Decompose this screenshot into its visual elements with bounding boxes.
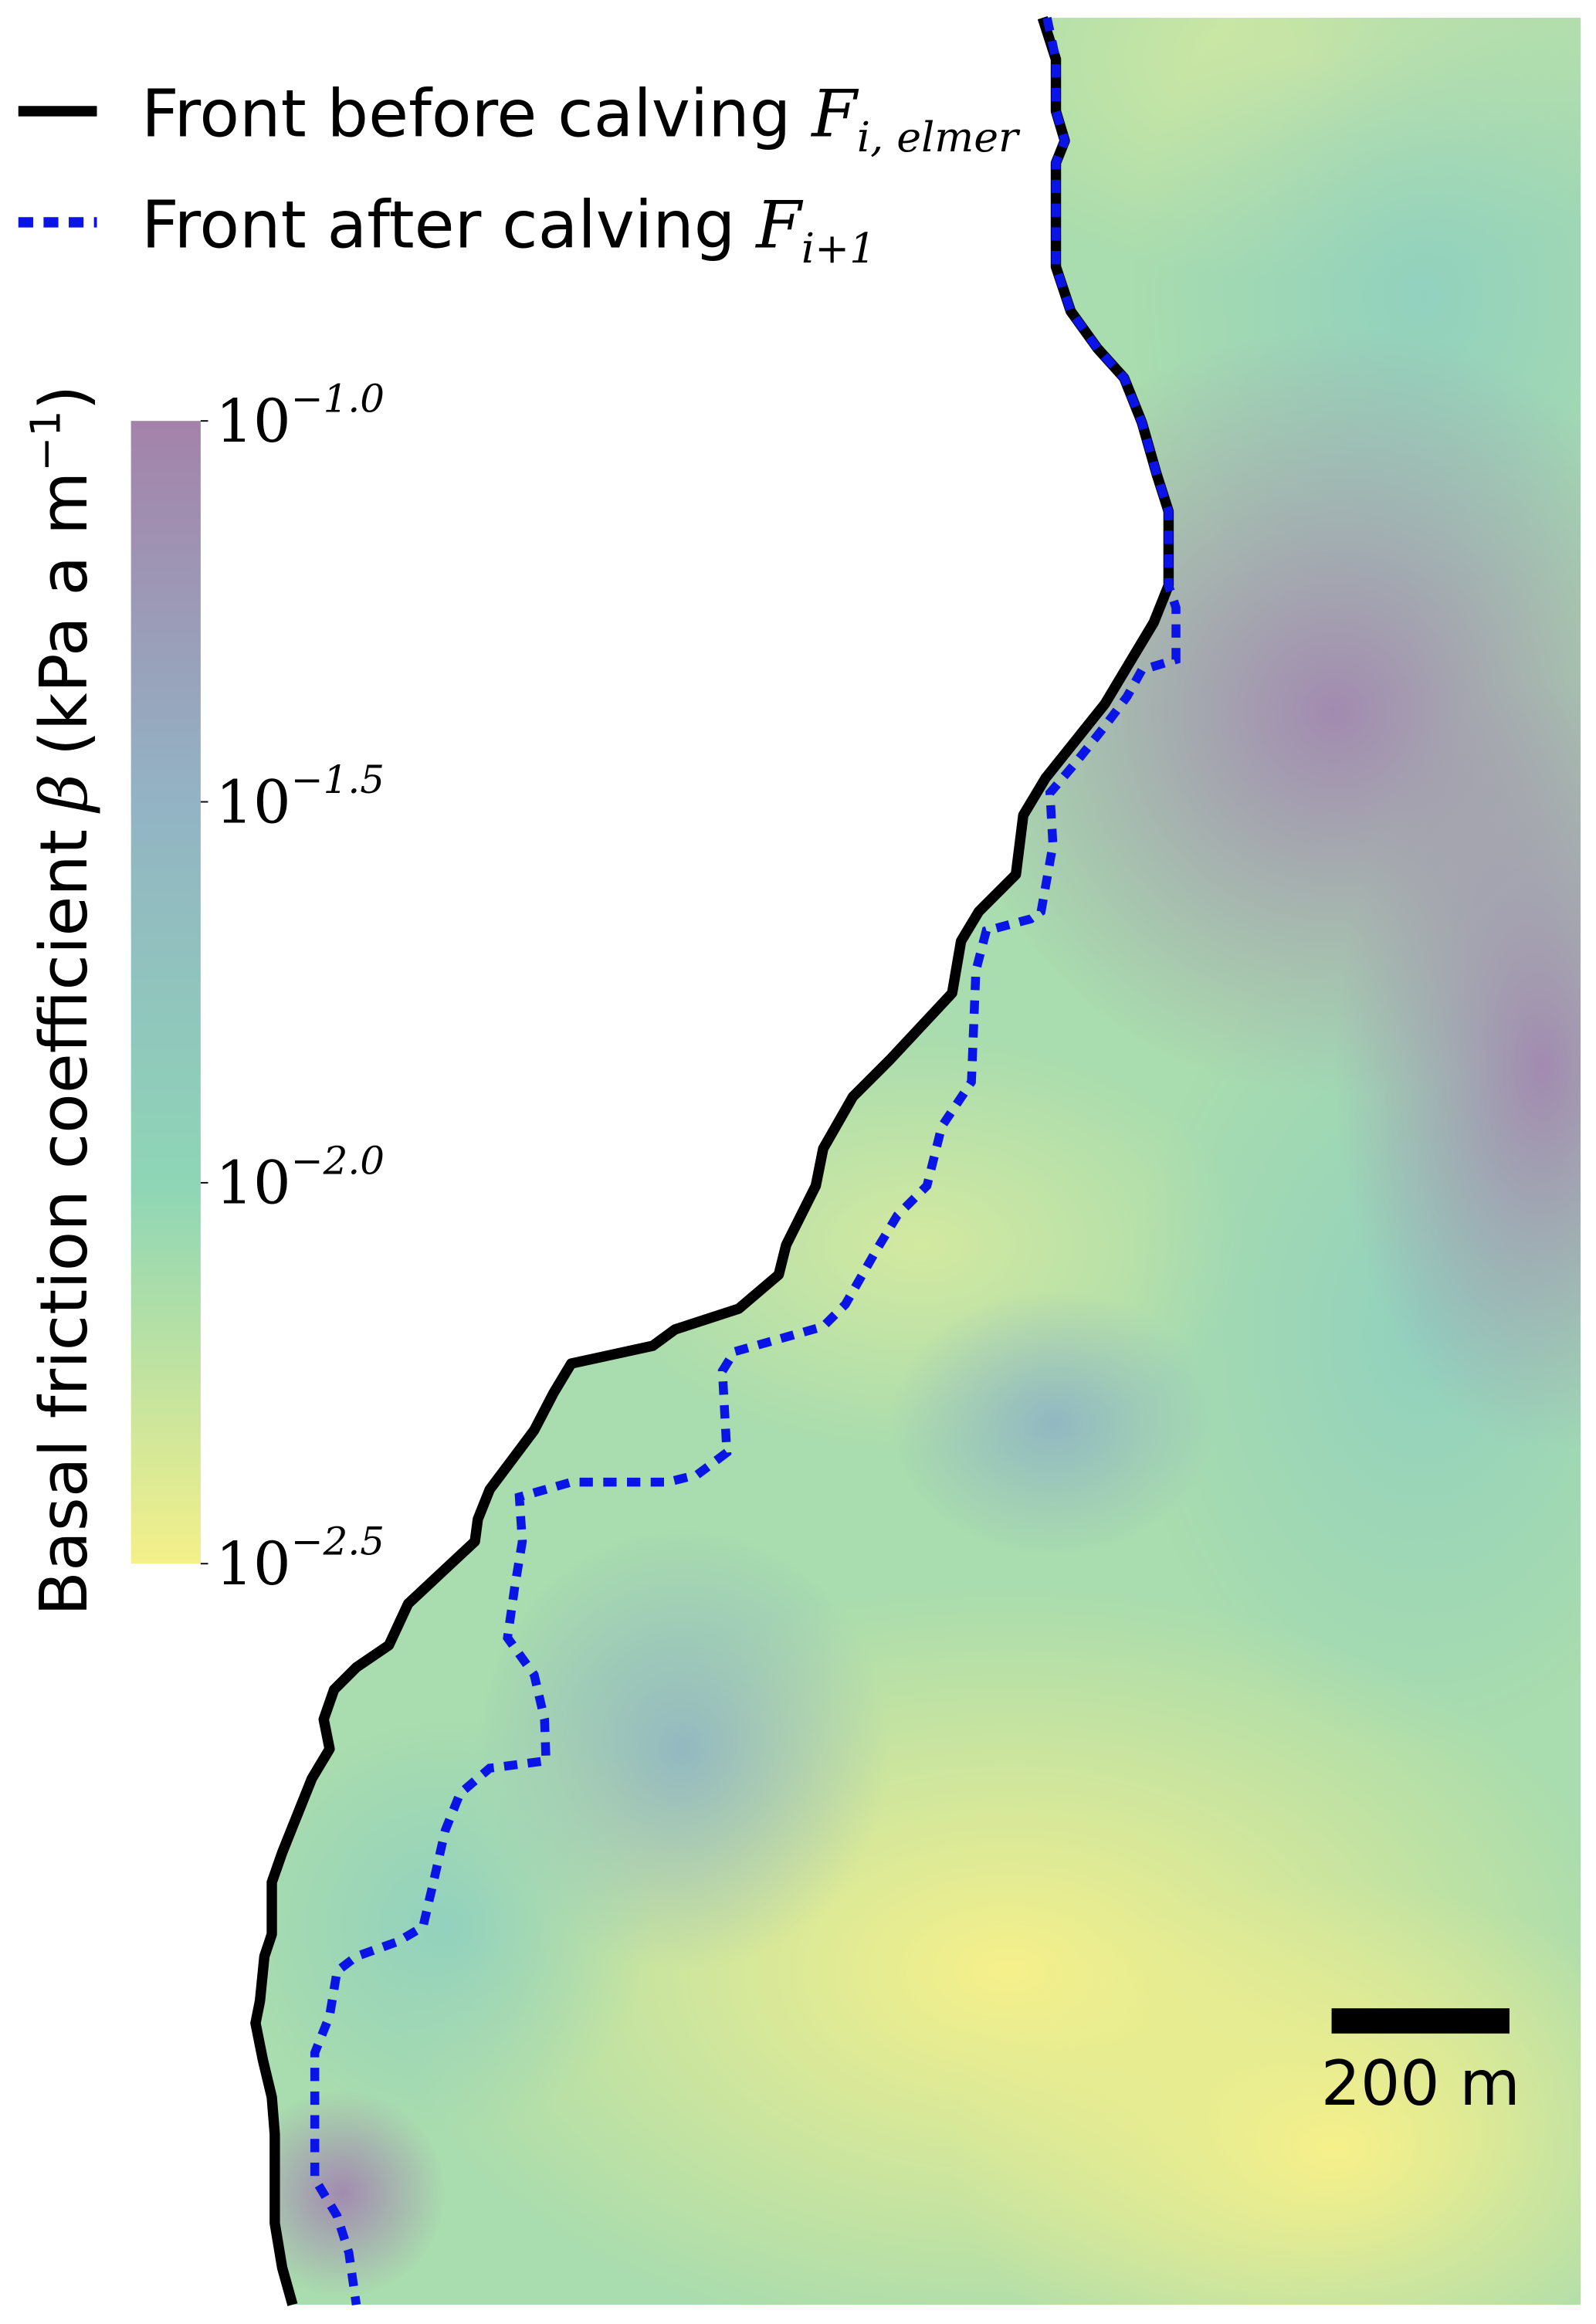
colorbar-unit: (kPa a m <box>26 472 102 756</box>
legend-symbol: F <box>754 188 804 263</box>
colorbar-unit-close: ) <box>26 385 102 411</box>
colorbar-ticks: 10−1.0 10−1.5 10−2.0 10−2.5 <box>200 377 385 1599</box>
colorbar-tick-label: 10−1.0 <box>215 377 385 456</box>
colorbar-unit-exponent: −1 <box>22 410 70 471</box>
scale-bar-label: 200 m <box>1321 2048 1520 2120</box>
legend-name: Front after calving <box>141 188 735 263</box>
colorbar-label: Basal friction coefficient β (kPa a m−1) <box>22 385 103 1616</box>
front-after-calving <box>310 16 1181 2305</box>
colorbar-symbol: β <box>26 774 102 814</box>
colorbar <box>130 421 201 1564</box>
legend-name: Front before calving <box>141 76 791 152</box>
legend-subscript: i, elmer <box>857 113 1021 161</box>
colorbar-label-text: Basal friction coefficient <box>26 829 102 1616</box>
colorbar-tick-label: 10−2.0 <box>215 1138 385 1218</box>
legend-label: Front after calving Fi+1 <box>141 188 876 273</box>
legend-subscript: i+1 <box>801 224 876 273</box>
colorbar-tick-label: 10−2.5 <box>215 1519 385 1599</box>
legend-label: Front before calving Fi, elmer <box>141 76 1021 161</box>
legend-symbol: F <box>810 76 859 152</box>
scale-bar <box>1331 2008 1510 2034</box>
colorbar-tick-label: 10−1.5 <box>215 757 385 837</box>
